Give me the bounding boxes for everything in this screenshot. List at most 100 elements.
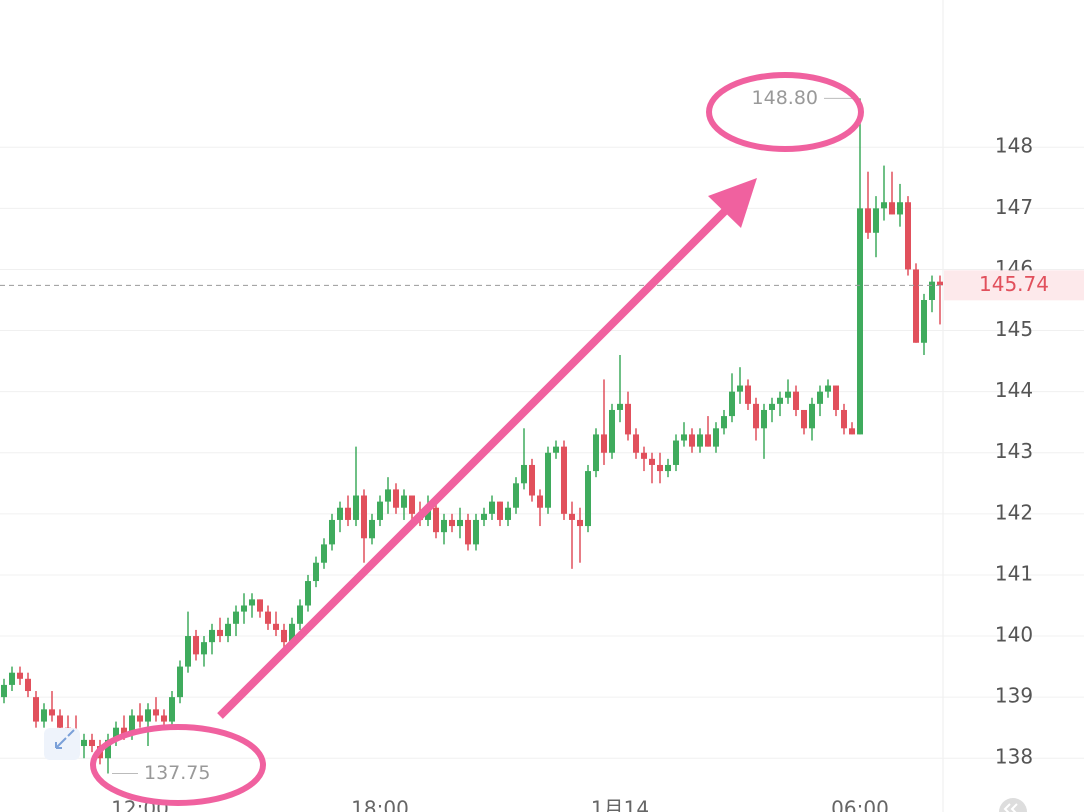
- candle-body: [209, 629, 215, 643]
- candle-body: [233, 611, 239, 624]
- candle-body: [393, 489, 399, 508]
- candle-body: [249, 599, 255, 606]
- candle-body: [689, 434, 695, 447]
- candle-body: [601, 434, 607, 453]
- candle-body: [873, 208, 879, 233]
- candle-body: [705, 434, 711, 447]
- candle-body: [473, 519, 479, 545]
- candle-body: [329, 519, 335, 545]
- candle-body: [369, 519, 375, 539]
- candle-body: [497, 501, 503, 520]
- candle-body: [657, 464, 663, 472]
- candle-body: [673, 440, 679, 465]
- candle-body: [593, 434, 599, 472]
- candle-body: [321, 544, 327, 563]
- candle-body: [1, 684, 7, 698]
- candle-body: [17, 672, 23, 679]
- candle-body: [785, 391, 791, 398]
- candle-body: [441, 519, 447, 533]
- candle-body: [537, 495, 543, 508]
- icon-bg[interactable]: [44, 728, 80, 760]
- candle-body: [449, 519, 455, 527]
- candle-body: [89, 739, 95, 747]
- button-glyph: [1003, 803, 1018, 812]
- candle-body: [145, 709, 151, 722]
- candle-body: [81, 739, 87, 747]
- y-tick-label: 141: [995, 561, 1033, 585]
- trend-arrow: [217, 205, 731, 719]
- candle-body: [753, 403, 759, 429]
- candle-body: [521, 464, 527, 484]
- candle-body: [569, 513, 575, 520]
- candle-body: [225, 623, 231, 637]
- candle-body: [361, 495, 367, 539]
- last-price-label: 145.74: [979, 272, 1049, 296]
- candle-body: [33, 697, 39, 722]
- x-tick-label: 06:00: [831, 797, 889, 812]
- candle-body: [681, 434, 687, 441]
- scroll-button[interactable]: [999, 798, 1027, 812]
- candle-body: [641, 452, 647, 459]
- candle-body: [353, 495, 359, 520]
- candle-body: [625, 403, 631, 435]
- candle-body: [113, 727, 119, 740]
- candle-body: [841, 409, 847, 429]
- candle-body: [889, 202, 895, 215]
- candle-body: [801, 409, 807, 429]
- candle-body: [409, 495, 415, 514]
- candle-body: [721, 416, 727, 429]
- y-tick-label: 140: [995, 623, 1033, 647]
- candle-body: [553, 446, 559, 453]
- candle-body: [617, 403, 623, 410]
- candle-body: [25, 678, 31, 692]
- candle-body: [713, 428, 719, 447]
- candle-body: [265, 611, 271, 624]
- candle-body: [729, 391, 735, 417]
- candle-body: [185, 636, 191, 667]
- expand-icon[interactable]: [44, 728, 80, 760]
- candle-body: [809, 403, 815, 429]
- highlight-ellipse: [90, 724, 266, 806]
- candle-body: [745, 385, 751, 404]
- candle-body: [57, 715, 63, 728]
- candle-body: [201, 642, 207, 655]
- candle-body: [905, 202, 911, 270]
- candle-body: [825, 385, 831, 392]
- candle-body: [9, 672, 15, 685]
- y-tick-label: 147: [995, 195, 1033, 219]
- candle-body: [193, 636, 199, 655]
- candle-body: [577, 519, 583, 527]
- candle-body: [121, 727, 127, 734]
- candle-body: [545, 452, 551, 508]
- candle-body: [761, 409, 767, 429]
- candle-body: [793, 391, 799, 410]
- candle-body: [161, 715, 167, 722]
- candle-body: [489, 501, 495, 514]
- candle-body: [481, 513, 487, 520]
- candle-body: [465, 519, 471, 545]
- y-tick-label: 139: [995, 684, 1033, 708]
- candle-body: [505, 507, 511, 520]
- candle-body: [257, 599, 263, 612]
- x-tick-label: 1月14: [591, 797, 649, 812]
- arrow-head: [708, 178, 757, 228]
- candle-body: [529, 464, 535, 496]
- candle-body: [913, 269, 919, 343]
- candle-body: [41, 709, 47, 722]
- y-tick-label: 138: [995, 745, 1033, 769]
- candle-body: [305, 581, 311, 606]
- candle-body: [177, 666, 183, 698]
- candle-body: [425, 507, 431, 520]
- candle-body: [777, 397, 783, 404]
- candle-body: [697, 434, 703, 447]
- candle-body: [881, 202, 887, 209]
- y-tick-label: 142: [995, 500, 1033, 524]
- icon-glyph: [55, 729, 75, 749]
- annotation-shapes: [90, 72, 864, 806]
- y-tick-label: 143: [995, 439, 1033, 463]
- candle-body: [513, 483, 519, 508]
- candle-body: [273, 623, 279, 630]
- candle-body: [137, 715, 143, 722]
- candle-body: [937, 281, 943, 286]
